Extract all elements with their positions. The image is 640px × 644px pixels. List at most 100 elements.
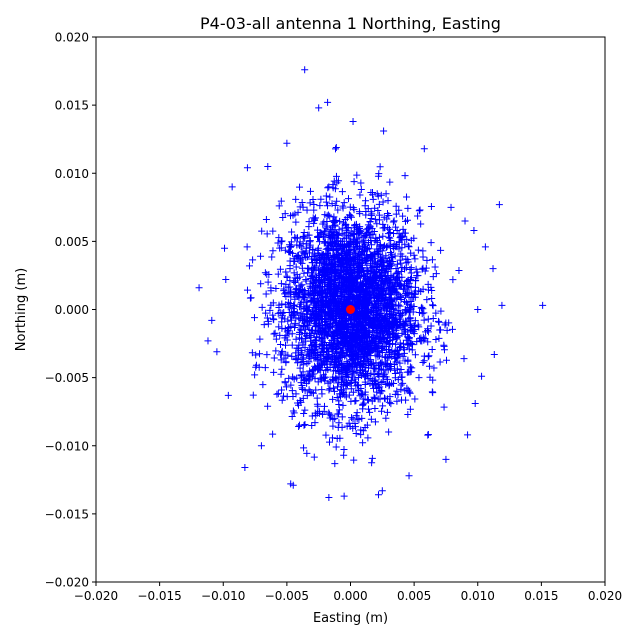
data-point (291, 210, 299, 218)
data-point (338, 413, 346, 421)
data-point (375, 326, 383, 334)
data-point (300, 228, 308, 236)
data-point (329, 367, 337, 375)
data-point (340, 451, 348, 459)
data-point (345, 246, 353, 254)
data-point (297, 326, 305, 334)
data-point (257, 442, 265, 450)
data-point (241, 464, 249, 472)
data-point (440, 403, 448, 411)
data-point (296, 334, 304, 342)
data-point (375, 200, 383, 208)
data-point (275, 323, 283, 331)
data-point (213, 348, 221, 356)
data-point (391, 252, 399, 260)
data-point (301, 376, 309, 384)
data-point (331, 319, 339, 327)
data-point (331, 185, 339, 193)
data-point (325, 386, 333, 394)
data-point (360, 303, 368, 311)
data-point (316, 278, 324, 286)
data-point (333, 394, 341, 402)
data-point (371, 215, 379, 223)
data-point (302, 374, 310, 382)
data-point (329, 181, 337, 189)
data-point (319, 341, 327, 349)
data-point (368, 459, 376, 467)
data-point (400, 229, 408, 237)
data-point (313, 394, 321, 402)
data-point (386, 249, 394, 257)
data-point (333, 243, 341, 251)
data-point (395, 291, 403, 299)
data-point (347, 397, 355, 405)
data-point (382, 190, 390, 198)
data-point (356, 191, 364, 199)
data-point (299, 339, 307, 347)
data-point (374, 207, 382, 215)
data-point (335, 369, 343, 377)
data-point (328, 228, 336, 236)
data-point (406, 363, 414, 371)
data-point (358, 414, 366, 422)
data-point (365, 299, 373, 307)
data-point (329, 422, 337, 430)
data-point (362, 255, 370, 263)
data-point (400, 297, 408, 305)
data-point (335, 226, 343, 234)
data-point (322, 198, 330, 206)
data-point (300, 269, 308, 277)
data-point (328, 279, 336, 287)
data-point (291, 295, 299, 303)
data-point (343, 371, 351, 379)
data-point (379, 402, 387, 410)
data-point (405, 282, 413, 290)
data-point (392, 340, 400, 348)
data-point (245, 262, 253, 270)
data-point (424, 353, 432, 361)
data-point (310, 453, 318, 461)
data-point (377, 344, 385, 352)
data-point (395, 206, 403, 214)
data-point (278, 386, 286, 394)
data-point (302, 275, 310, 283)
data-point (383, 215, 391, 223)
data-point (311, 256, 319, 264)
data-point (340, 199, 348, 207)
data-point (377, 191, 385, 199)
data-point (336, 217, 344, 225)
data-point (322, 224, 330, 232)
data-point (389, 336, 397, 344)
data-point (344, 257, 352, 265)
data-point (498, 301, 506, 309)
data-point (361, 232, 369, 240)
data-point (316, 229, 324, 237)
data-point (405, 472, 413, 480)
data-point (379, 198, 387, 206)
data-point (329, 247, 337, 255)
data-point (345, 195, 353, 203)
data-point (405, 315, 413, 323)
data-point (489, 265, 497, 273)
data-point (410, 293, 418, 301)
data-point (392, 202, 400, 210)
data-point (296, 396, 304, 404)
data-point (440, 342, 448, 350)
data-point (345, 274, 353, 282)
data-point (432, 309, 440, 317)
data-point (257, 252, 265, 260)
data-point (317, 376, 325, 384)
data-point (434, 317, 442, 325)
data-point (329, 395, 337, 403)
data-point (271, 329, 279, 337)
data-point (299, 385, 307, 393)
data-point (375, 251, 383, 259)
data-point (364, 221, 372, 229)
data-point (404, 204, 412, 212)
data-point (413, 268, 421, 276)
data-point (306, 280, 314, 288)
data-point (338, 246, 346, 254)
data-point (420, 309, 428, 317)
data-point (310, 278, 318, 286)
data-point (366, 408, 374, 416)
